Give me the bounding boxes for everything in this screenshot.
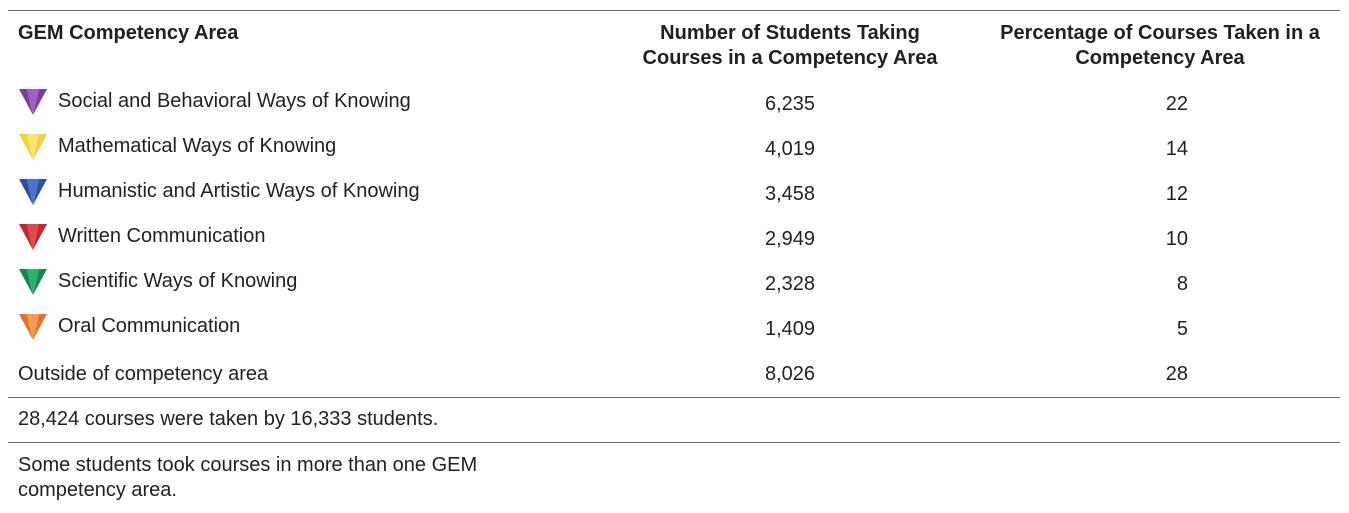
cell-text: Outside of competency area (18, 362, 269, 385)
cell-text: 8 (1176, 272, 1188, 295)
area-cell: Outside of competency area (8, 351, 600, 398)
table-body: Social and Behavioral Ways of Knowing 6,2… (8, 82, 1340, 398)
cell-text: 1,409 (764, 317, 816, 340)
header-cell: Percentage of Courses Taken in a Compete… (980, 11, 1340, 82)
note-row: 28,424 courses were taken by 16,333 stud… (8, 397, 1340, 443)
cell-text: 28 (1165, 362, 1188, 385)
area-cell: Humanistic and Artistic Ways of Knowing (8, 172, 600, 217)
header-text: Percentage of Courses Taken in a Compete… (1000, 22, 1320, 69)
value-cell: 2,328 (600, 262, 980, 307)
gem-icon (19, 89, 47, 115)
table-row: Mathematical Ways of Knowing 4,019 14 (8, 127, 1340, 172)
cell-text: 22 (1165, 92, 1188, 115)
value-cell: 4,019 (600, 127, 980, 172)
cell-text: 6,235 (764, 92, 816, 115)
cell-text: 10 (1165, 227, 1188, 250)
cell-text: 2,949 (764, 227, 816, 250)
header-text: Number of Students Taking Courses in a C… (642, 22, 938, 69)
table-row: Social and Behavioral Ways of Knowing 6,2… (8, 82, 1340, 127)
gem-icon (19, 179, 47, 205)
header-row: GEM Competency Area Number of Students T… (8, 11, 1340, 82)
value-cell: 28 (980, 351, 1340, 398)
table-row: Scientific Ways of Knowing 2,328 8 (8, 262, 1340, 307)
gem-icon (19, 269, 47, 295)
gem-icon (19, 224, 47, 250)
value-cell: 6,235 (600, 82, 980, 127)
area-cell: Written Communication (8, 217, 600, 262)
value-cell: 5 (980, 307, 1340, 352)
table-row: Oral Communication 1,409 5 (8, 307, 1340, 352)
cell-text: 2,328 (764, 272, 816, 295)
label: Humanistic and Artistic Ways of Knowing (18, 176, 420, 206)
table-row: Written Communication 2,949 10 (8, 217, 1340, 262)
cell-text: 8,026 (764, 362, 816, 385)
area-cell: Mathematical Ways of Knowing (8, 127, 600, 172)
value-cell: 12 (980, 172, 1340, 217)
label: Mathematical Ways of Knowing (18, 131, 336, 161)
note: Some students took courses in more than … (18, 453, 478, 501)
cell-text: Scientific Ways of Knowing (58, 269, 298, 292)
label: Oral Communication (18, 311, 240, 341)
cell-text: Social and Behavioral Ways of Knowing (58, 89, 411, 112)
area-cell: Oral Communication (8, 307, 600, 352)
area-cell: Scientific Ways of Knowing (8, 262, 600, 307)
table: GEM Competency Area Number of Students T… (8, 10, 1340, 509)
label: Written Communication (18, 221, 265, 251)
value-cell: 8,026 (600, 351, 980, 398)
value-cell: 2,949 (600, 217, 980, 262)
gem-icon (19, 134, 47, 160)
header-cell: GEM Competency Area (18, 22, 239, 44)
value-cell: 10 (980, 217, 1340, 262)
label: Scientific Ways of Knowing (18, 266, 297, 296)
note: 28,424 courses were taken by 16,333 stud… (8, 397, 1340, 443)
note-row: Some students took courses in more than … (8, 442, 1340, 509)
cell-text: Humanistic and Artistic Ways of Knowing (58, 179, 420, 202)
cell-text: Oral Communication (58, 314, 241, 337)
value-cell: 8 (980, 262, 1340, 307)
table-row: Humanistic and Artistic Ways of Knowing 3… (8, 172, 1340, 217)
value-cell: 3,458 (600, 172, 980, 217)
cell-text: 5 (1176, 317, 1188, 340)
cell-text: 3,458 (764, 182, 816, 205)
label: Social and Behavioral Ways of Knowing (18, 86, 411, 116)
note-cell: Some students took courses in more than … (8, 442, 1340, 509)
area-cell: Social and Behavioral Ways of Knowing (8, 82, 600, 127)
gem-icon (19, 314, 47, 340)
value-cell: 22 (980, 82, 1340, 127)
cell-text: 14 (1165, 137, 1188, 160)
header-cell: Number of Students Taking Courses in a C… (600, 11, 980, 82)
value-cell: 1,409 (600, 307, 980, 352)
value-cell: 14 (980, 127, 1340, 172)
table-row: Outside of competency area 8,026 28 (8, 351, 1340, 398)
cell-text: Mathematical Ways of Knowing (58, 134, 337, 157)
cell-text: Written Communication (58, 224, 266, 247)
cell-text: 4,019 (764, 137, 816, 160)
cell-text: 12 (1165, 182, 1188, 205)
